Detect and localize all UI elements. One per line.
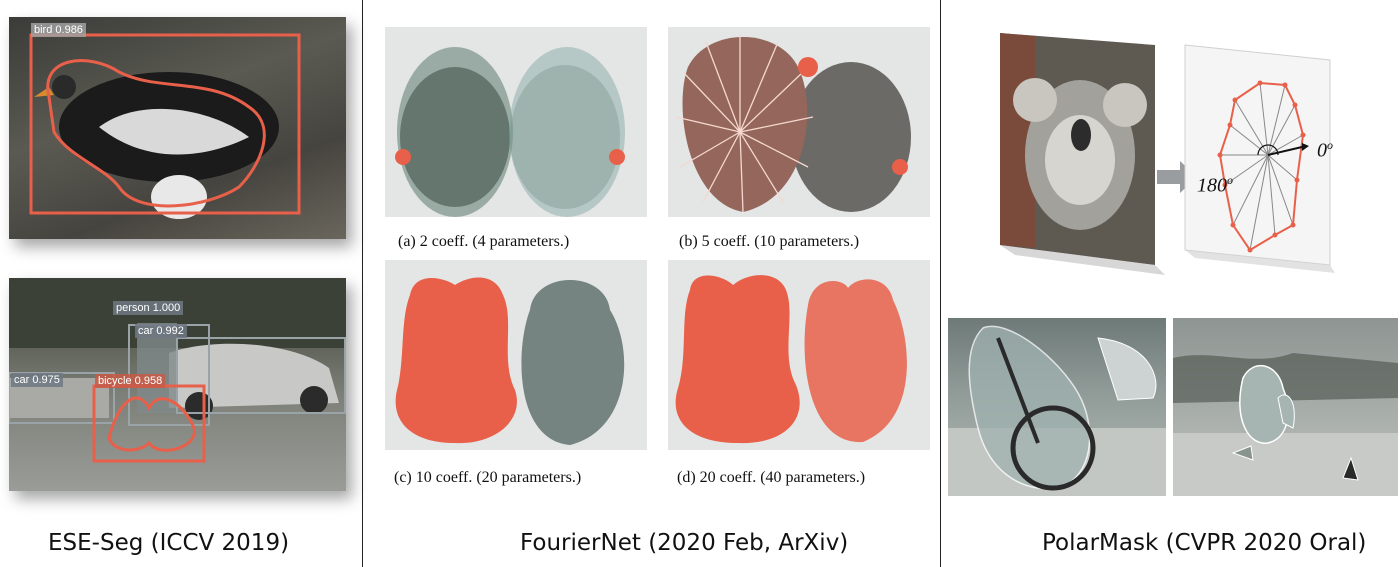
ese-seg-street-image: person 1.000 car 0.992 car 0.975 bicycle… (9, 278, 346, 491)
detection-label-car: car 0.992 (135, 324, 187, 338)
polarmask-diagram: 0o 180o (975, 25, 1375, 285)
fouriernet-caption-c: (c) 10 coeff. (20 parameters.) (394, 469, 582, 486)
fouriernet-panel-b (668, 27, 930, 217)
divider-left (362, 0, 363, 567)
polarmask-bicycle-image (948, 318, 1166, 496)
polarmask-eiffel-image (1173, 318, 1398, 496)
fouriernet-panel-d (668, 260, 930, 450)
detection-label-person: person 1.000 (113, 301, 184, 315)
section-title-polarmask: PolarMask (CVPR 2020 Oral) (1042, 530, 1367, 556)
fouriernet-panel-a (385, 27, 647, 217)
detection-label-bicycle: bicycle 0.958 (95, 374, 166, 388)
fouriernet-caption-d: (d) 20 coeff. (40 parameters.) (677, 469, 866, 486)
section-title-ese-seg: ESE-Seg (ICCV 2019) (48, 530, 290, 556)
divider-right (940, 0, 941, 567)
angle-label-180: 180o (1197, 173, 1233, 197)
section-title-fouriernet: FourierNet (2020 Feb, ArXiv) (520, 530, 849, 556)
fouriernet-panel-c (385, 260, 647, 450)
fouriernet-caption-a: (a) 2 coeff. (4 parameters.) (398, 233, 570, 250)
detection-label-bird: bird 0.986 (31, 23, 86, 37)
ese-seg-bird-image: bird 0.986 (9, 17, 346, 239)
fouriernet-caption-b: (b) 5 coeff. (10 parameters.) (679, 233, 860, 250)
detection-label-car: car 0.975 (11, 373, 63, 387)
angle-label-0: 0o (1317, 138, 1333, 162)
